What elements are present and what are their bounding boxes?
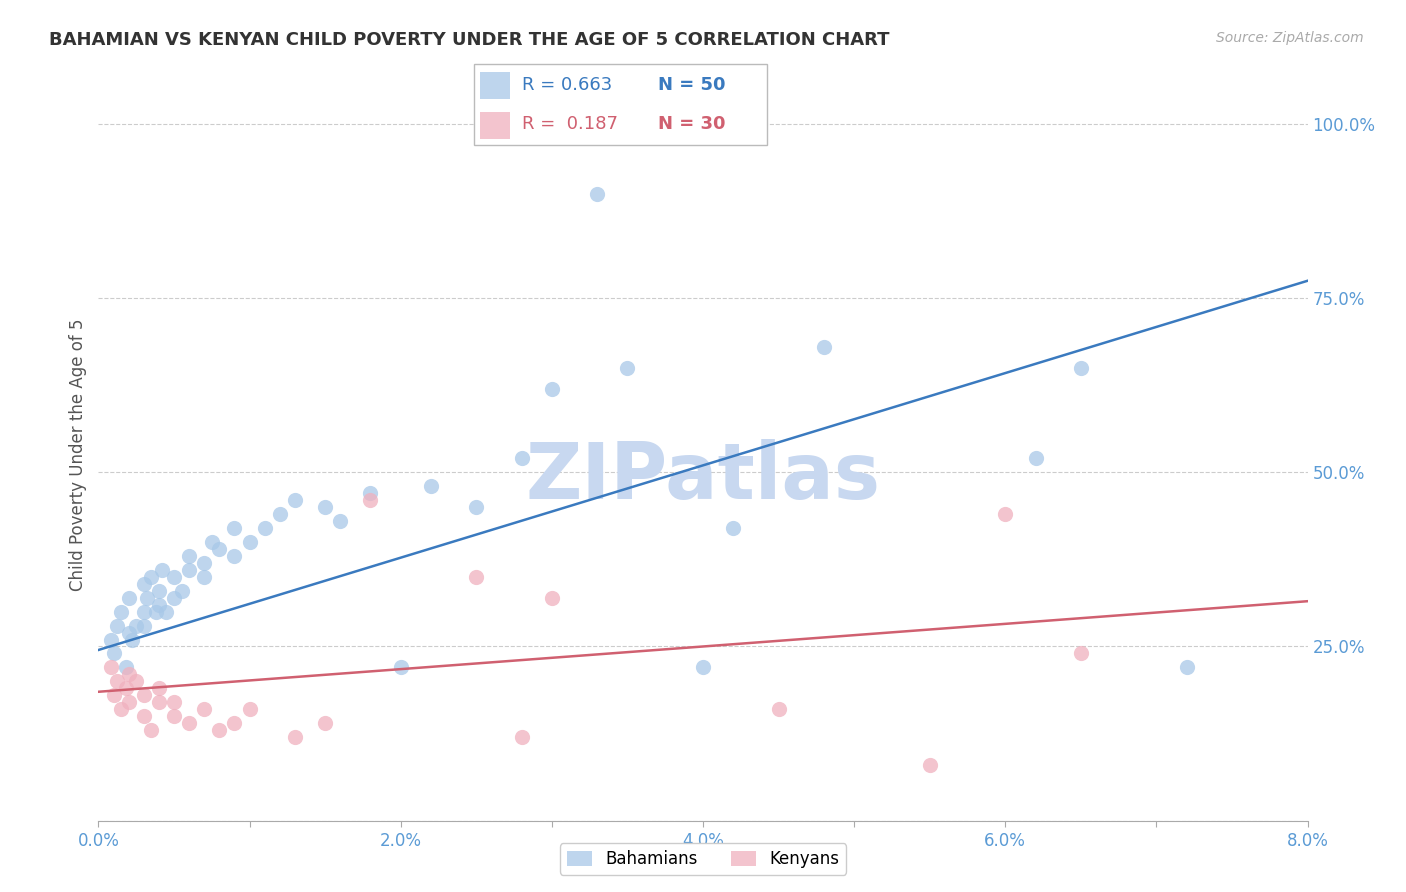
Point (110, 702, 132, 716)
Point (132, 576, 155, 591)
Point (118, 695, 141, 709)
Point (208, 723, 231, 737)
Point (253, 521, 276, 535)
Point (155, 605, 177, 619)
Point (224, 549, 246, 563)
Bar (479, 112, 510, 139)
Point (105, 618, 128, 632)
Point (768, 702, 790, 716)
Point (692, 660, 714, 674)
Point (170, 583, 193, 598)
Text: N = 30: N = 30 (658, 115, 725, 133)
Legend: Bahamians, Kenyans: Bahamians, Kenyans (560, 844, 846, 875)
Point (201, 535, 224, 549)
Point (465, 570, 488, 584)
Text: N = 50: N = 50 (658, 77, 725, 95)
Text: BAHAMIAN VS KENYAN CHILD POVERTY UNDER THE AGE OF 5 CORRELATION CHART: BAHAMIAN VS KENYAN CHILD POVERTY UNDER T… (49, 31, 890, 49)
Point (148, 695, 170, 709)
Point (114, 681, 136, 696)
Point (132, 688, 155, 702)
Point (121, 632, 143, 647)
Point (616, 360, 638, 375)
Point (132, 605, 155, 619)
Point (145, 605, 167, 619)
Point (314, 500, 336, 515)
Point (510, 451, 533, 466)
Text: Source: ZipAtlas.com: Source: ZipAtlas.com (1216, 31, 1364, 45)
Point (813, 340, 835, 354)
Point (132, 709, 155, 723)
Point (141, 570, 163, 584)
Point (918, 758, 941, 772)
Point (1070, 647, 1092, 661)
Point (239, 702, 262, 716)
Point (125, 618, 148, 632)
Bar (479, 71, 510, 99)
Point (193, 570, 215, 584)
Point (163, 709, 186, 723)
Point (360, 493, 382, 508)
Point (148, 681, 170, 696)
Point (1025, 451, 1047, 466)
Point (125, 674, 148, 689)
Point (239, 535, 262, 549)
Point (179, 716, 201, 731)
Point (465, 500, 488, 515)
Point (420, 479, 443, 493)
Point (586, 186, 609, 201)
Point (540, 382, 562, 396)
Point (193, 556, 215, 570)
Point (994, 507, 1017, 521)
Point (150, 563, 173, 577)
Point (510, 730, 533, 744)
Point (224, 716, 246, 731)
Point (1175, 660, 1198, 674)
Text: R = 0.663: R = 0.663 (523, 77, 613, 95)
Point (179, 549, 201, 563)
Point (284, 730, 307, 744)
Point (224, 521, 246, 535)
Point (723, 521, 745, 535)
Point (135, 591, 157, 605)
Point (118, 667, 141, 681)
Point (329, 514, 352, 528)
Point (103, 688, 125, 702)
Point (208, 541, 231, 556)
Point (105, 674, 128, 689)
Point (163, 695, 186, 709)
Point (193, 702, 215, 716)
FancyBboxPatch shape (474, 64, 768, 145)
Point (110, 605, 132, 619)
Y-axis label: Child Poverty Under the Age of 5: Child Poverty Under the Age of 5 (69, 318, 87, 591)
Point (179, 563, 201, 577)
Point (163, 591, 186, 605)
Point (269, 507, 291, 521)
Point (141, 723, 163, 737)
Point (163, 570, 186, 584)
Point (314, 716, 336, 731)
Point (1070, 360, 1092, 375)
Point (148, 583, 170, 598)
Point (100, 632, 122, 647)
Point (118, 591, 141, 605)
Text: R =  0.187: R = 0.187 (523, 115, 619, 133)
Point (148, 598, 170, 612)
Point (100, 660, 122, 674)
Point (118, 625, 141, 640)
Point (132, 618, 155, 632)
Point (540, 591, 562, 605)
Point (360, 486, 382, 500)
Point (103, 647, 125, 661)
Point (114, 660, 136, 674)
Point (284, 493, 307, 508)
Point (389, 660, 412, 674)
Text: ZIPatlas: ZIPatlas (526, 439, 880, 515)
